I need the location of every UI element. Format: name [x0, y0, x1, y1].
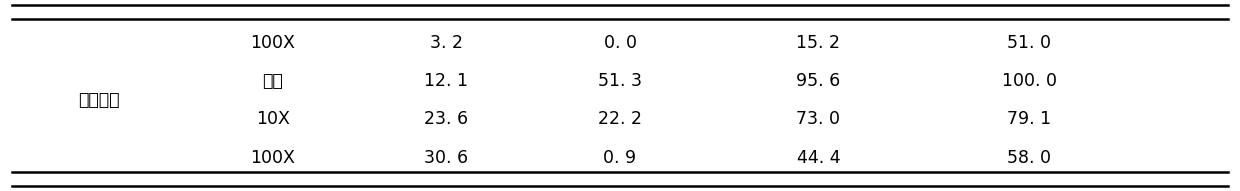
Text: 95. 6: 95. 6: [796, 72, 841, 90]
Text: 58. 0: 58. 0: [1007, 149, 1052, 167]
Text: 0. 9: 0. 9: [604, 149, 636, 167]
Text: 15. 2: 15. 2: [796, 34, 841, 52]
Text: 23. 6: 23. 6: [424, 110, 469, 128]
Text: 100X: 100X: [250, 34, 295, 52]
Text: 0. 0: 0. 0: [604, 34, 636, 52]
Text: 30. 6: 30. 6: [424, 149, 469, 167]
Text: 79. 1: 79. 1: [1007, 110, 1052, 128]
Text: 100X: 100X: [250, 149, 295, 167]
Text: 10X: 10X: [255, 110, 290, 128]
Text: 原液: 原液: [263, 72, 283, 90]
Text: 创伤接种: 创伤接种: [78, 91, 120, 109]
Text: 22. 2: 22. 2: [598, 110, 642, 128]
Text: 100. 0: 100. 0: [1002, 72, 1056, 90]
Text: 51. 0: 51. 0: [1007, 34, 1052, 52]
Text: 3. 2: 3. 2: [430, 34, 463, 52]
Text: 12. 1: 12. 1: [424, 72, 469, 90]
Text: 51. 3: 51. 3: [598, 72, 642, 90]
Text: 44. 4: 44. 4: [796, 149, 841, 167]
Text: 73. 0: 73. 0: [796, 110, 841, 128]
